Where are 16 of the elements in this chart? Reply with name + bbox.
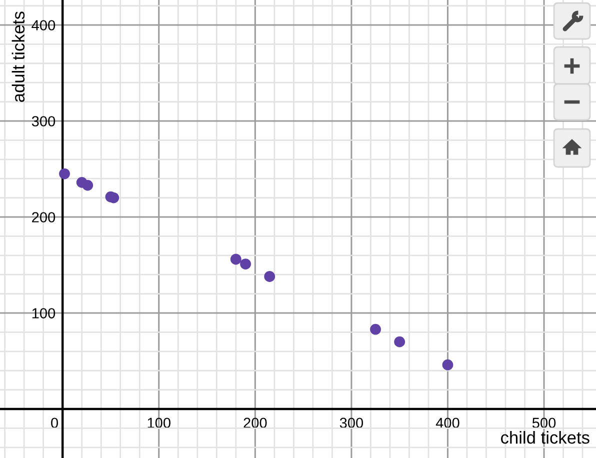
x-tick-label: 0 — [51, 418, 58, 428]
point — [264, 271, 276, 282]
y-tick-label: 200 — [32, 212, 56, 222]
x-tick-label: 400 — [436, 418, 460, 428]
point — [394, 336, 406, 348]
y-tick-label: 300 — [32, 116, 56, 126]
point — [442, 359, 454, 370]
point — [240, 258, 251, 270]
x-axis-title: child tickets — [501, 431, 590, 444]
y-tick-label: 400 — [32, 20, 56, 30]
point — [370, 324, 381, 335]
point — [82, 180, 94, 191]
point — [230, 254, 242, 265]
point — [59, 168, 70, 180]
y-tick-label: 100 — [32, 308, 56, 318]
y-axis-title: adult tickets — [12, 12, 25, 102]
